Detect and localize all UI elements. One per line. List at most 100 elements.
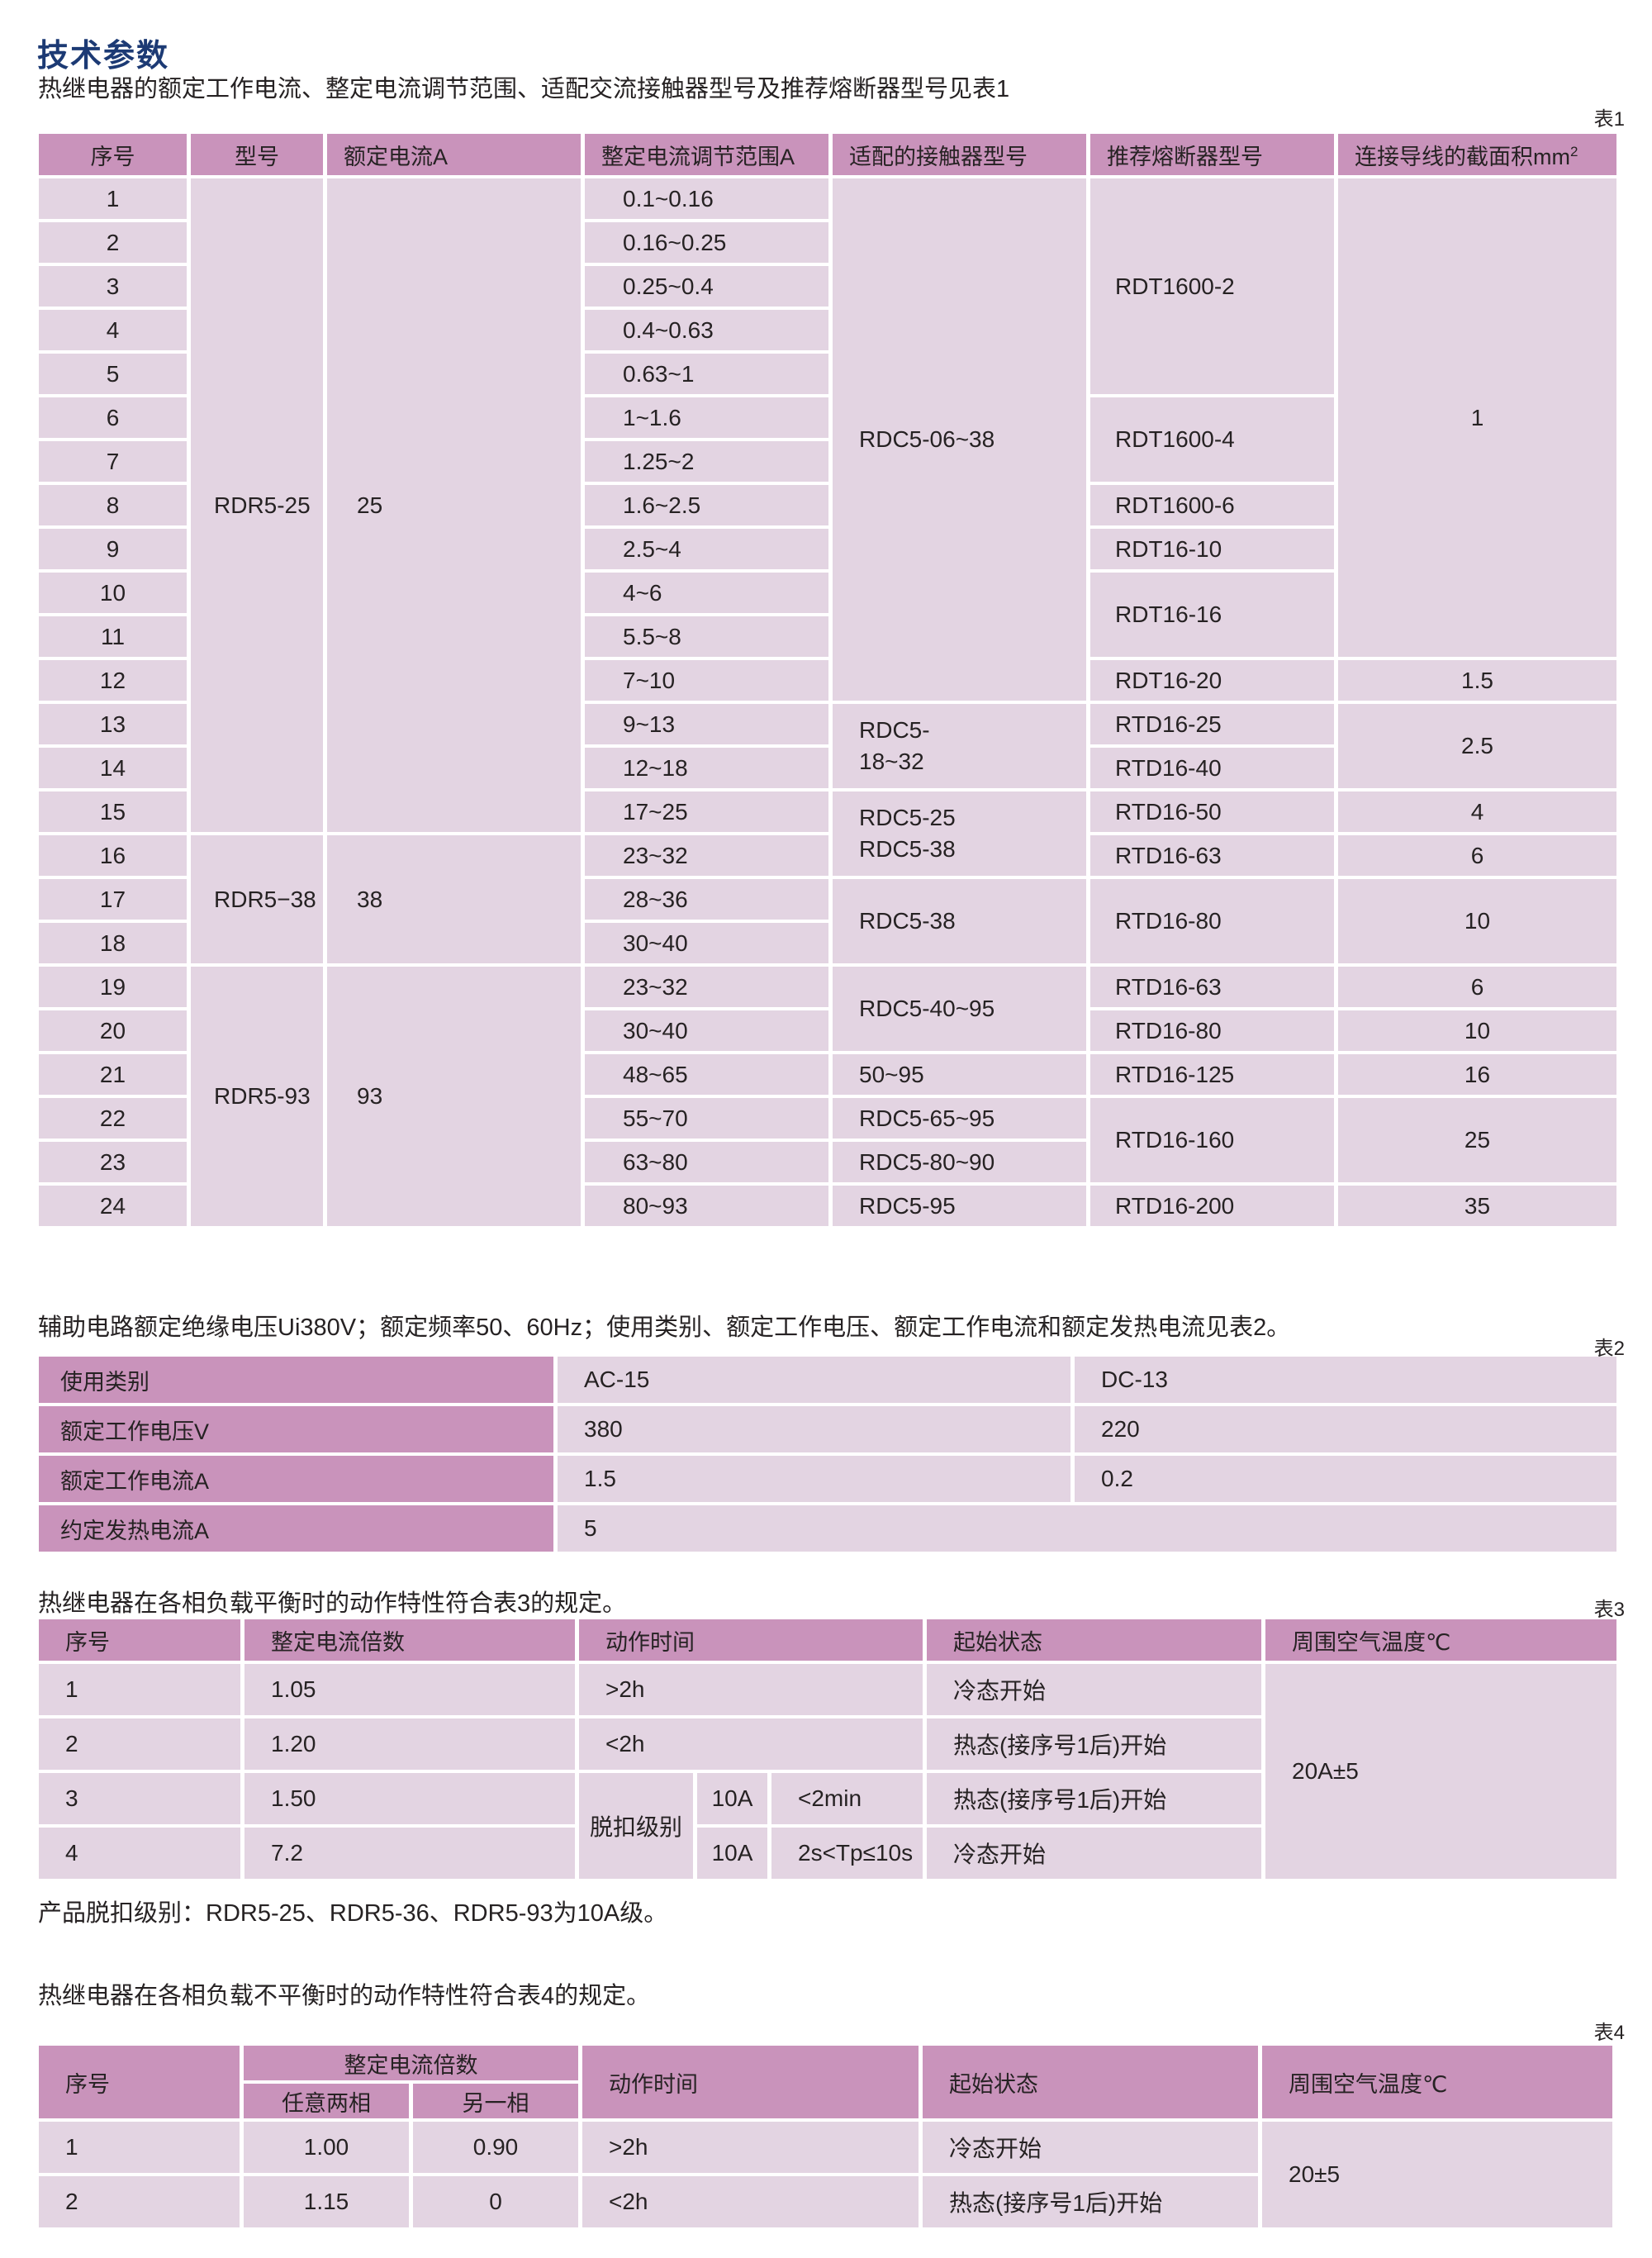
- cell-serial: 11: [39, 616, 187, 657]
- cell-fuse: RDT16-10: [1090, 529, 1334, 569]
- cell-setting-range: 55~70: [585, 1098, 828, 1139]
- unbalanced-load-text: 热继电器在各相负载不平衡时的动作特性符合表4的规定。: [38, 1983, 651, 2009]
- table-row: 4 0.4~0.63: [39, 310, 1616, 350]
- table-row: 10 4~6 RDT16-16: [39, 573, 1616, 657]
- cell-setting-range: 0.1~0.16: [585, 178, 828, 219]
- table-row: 23 63~80 RDC5-80~90: [39, 1142, 1616, 1182]
- cell-rated-current: 93: [327, 967, 581, 1226]
- cell-wire-area: 25: [1338, 1098, 1616, 1182]
- page-title: 技术参数: [37, 39, 170, 74]
- cell-start-state: 冷态开始: [927, 1828, 1261, 1879]
- column-header-fuse: 推荐熔断器型号: [1090, 134, 1334, 175]
- cell-start-state: 热态(接序号1后)开始: [923, 2176, 1258, 2227]
- cell-fuse: RDT16-16: [1090, 573, 1334, 657]
- cell-fuse: RTD16-80: [1090, 1010, 1334, 1051]
- cell-setting-range: 23~32: [585, 967, 828, 1007]
- cell-trip-class: 10A: [697, 1773, 767, 1824]
- cell-serial: 19: [39, 967, 187, 1007]
- cell-setting-range: 7~10: [585, 660, 828, 701]
- cell-serial: 9: [39, 529, 187, 569]
- cell-serial: 2: [39, 1718, 240, 1770]
- cell-wire-area: 1.5: [1338, 660, 1616, 701]
- cell-contactor: RDC5-65~95: [833, 1098, 1086, 1139]
- cell-trip-class: 10A: [697, 1828, 767, 1879]
- cell-serial: 3: [39, 1773, 240, 1824]
- balanced-load-text: 热继电器在各相负载平衡时的动作特性符合表3的规定。: [38, 1590, 627, 1617]
- column-header-setting-range: 整定电流调节范围A: [585, 134, 828, 175]
- table-aux-circuit: 使用类别 AC-15 DC-13 额定工作电压V 380 220 额定工作电流A 1.5 0…: [35, 1353, 1621, 1555]
- cell-other-phase-multiple: 0.90: [413, 2122, 578, 2173]
- aux-circuit-text: 辅助电路额定绝缘电压Ui380V；额定频率50、60Hz；使用类别、额定工作电压…: [38, 1314, 1291, 1341]
- cell-setting-range: 80~93: [585, 1186, 828, 1226]
- table-row: 2 1.20 <2h 热态(接序号1后)开始: [39, 1718, 1616, 1770]
- cell-wire-area: 2.5: [1338, 704, 1616, 788]
- cell-setting-range: 23~32: [585, 835, 828, 876]
- cell-serial: 5: [39, 354, 187, 394]
- column-header-any-two-phases: 任意两相: [244, 2084, 409, 2118]
- cell-serial: 1: [39, 1664, 240, 1715]
- column-header-current-multiple: 整定电流倍数: [244, 1619, 575, 1661]
- column-header-current-multiple: 整定电流倍数: [244, 2046, 578, 2080]
- table-row: 21 48~65 50~95 RTD16-125 16: [39, 1054, 1616, 1095]
- cell-wire-area: 1: [1338, 178, 1616, 657]
- cell-wire-area: 6: [1338, 835, 1616, 876]
- cell-serial: 2: [39, 222, 187, 263]
- cell-contactor: RDC5-06~38: [833, 178, 1086, 701]
- cell-setting-range: 28~36: [585, 879, 828, 920]
- table-balanced-characteristics: 序号 整定电流倍数 动作时间 起始状态 周围空气温度℃ 1 1.05 >2h 冷态开始…: [35, 1616, 1621, 1882]
- cell-setting-range: 0.63~1: [585, 354, 828, 394]
- table-row: 额定工作电流A 1.5 0.2: [39, 1456, 1616, 1502]
- cell-setting-range: 9~13: [585, 704, 828, 744]
- column-header-other-phase: 另一相: [413, 2084, 578, 2118]
- table-row: 4 7.2 10A 2s<Tp≤10s 冷态开始: [39, 1828, 1616, 1879]
- cell-serial: 6: [39, 397, 187, 438]
- cell-multiple: 1.50: [244, 1773, 575, 1824]
- column-header-serial: 序号: [39, 2046, 240, 2118]
- row-header-thermal-current: 约定发热电流A: [39, 1505, 553, 1552]
- cell-setting-range: 12~18: [585, 748, 828, 788]
- cell-setting-range: 48~65: [585, 1054, 828, 1095]
- cell-setting-range: 0.16~0.25: [585, 222, 828, 263]
- table-main-params: 序号 型号 额定电流A 整定电流调节范围A 适配的接触器型号 推荐熔断器型号 连…: [35, 131, 1621, 1229]
- cell-start-state: 冷态开始: [927, 1664, 1261, 1715]
- cell-serial: 7: [39, 441, 187, 482]
- cell-start-state: 热态(接序号1后)开始: [927, 1773, 1261, 1824]
- cell-model: RDR5-93: [191, 967, 323, 1226]
- cell-fuse: RTD16-200: [1090, 1186, 1334, 1226]
- table-row: 1 1.05 >2h 冷态开始 20A±5: [39, 1664, 1616, 1879]
- table4-label: 表4: [1593, 2022, 1625, 2044]
- table-row: 24 80~93 RDC5-95 RTD16-200 35: [39, 1186, 1616, 1226]
- cell-setting-range: 1.6~2.5: [585, 485, 828, 525]
- cell-other-phase-multiple: 0: [413, 2176, 578, 2227]
- table-row: 18 30~40: [39, 923, 1616, 963]
- table-row: 8 1.6~2.5 RDT1600-6: [39, 485, 1616, 525]
- table-row: 使用类别 AC-15 DC-13: [39, 1357, 1616, 1403]
- cell-serial: 23: [39, 1142, 187, 1182]
- cell-wire-area: 10: [1338, 879, 1616, 963]
- cell-serial: 10: [39, 573, 187, 613]
- cell-model: RDR5−38: [191, 835, 323, 963]
- cell-dc-value: 220: [1075, 1406, 1616, 1452]
- table-row: 1 1.00 0.90 >2h 冷态开始 20±5: [39, 2122, 1612, 2227]
- cell-fuse: RTD16-40: [1090, 748, 1334, 788]
- table-header-row: 序号 型号 额定电流A 整定电流调节范围A 适配的接触器型号 推荐熔断器型号 连…: [39, 134, 1616, 175]
- cell-fuse: RTD16-80: [1090, 879, 1334, 963]
- column-header-contactor: 适配的接触器型号: [833, 134, 1086, 175]
- table-header-row: 序号 整定电流倍数 动作时间 起始状态 周围空气温度℃: [39, 2046, 1612, 2118]
- cell-wire-area: 4: [1338, 791, 1616, 832]
- cell-serial: 16: [39, 835, 187, 876]
- column-header-model: 型号: [191, 134, 323, 175]
- cell-contactor: RDC5- 18~32: [833, 704, 1086, 788]
- cell-setting-range: 17~25: [585, 791, 828, 832]
- table-row: 22 55~70 RDC5-65~95 RTD16-160 25: [39, 1098, 1616, 1182]
- table2-label: 表2: [1593, 1338, 1625, 1360]
- cell-serial: 1: [39, 178, 187, 219]
- cell-serial: 18: [39, 923, 187, 963]
- cell-serial: 17: [39, 879, 187, 920]
- cell-fuse: RDT16-20: [1090, 660, 1334, 701]
- table-row: 3 1.50 脱扣级别 10A <2min 热态(接序号1后)开始: [39, 1773, 1616, 1879]
- cell-serial: 2: [39, 2176, 240, 2227]
- column-header-serial: 序号: [39, 1619, 240, 1661]
- table-row: 7 1.25~2: [39, 441, 1616, 482]
- cell-ambient-temp: 20A±5: [1265, 1664, 1616, 1879]
